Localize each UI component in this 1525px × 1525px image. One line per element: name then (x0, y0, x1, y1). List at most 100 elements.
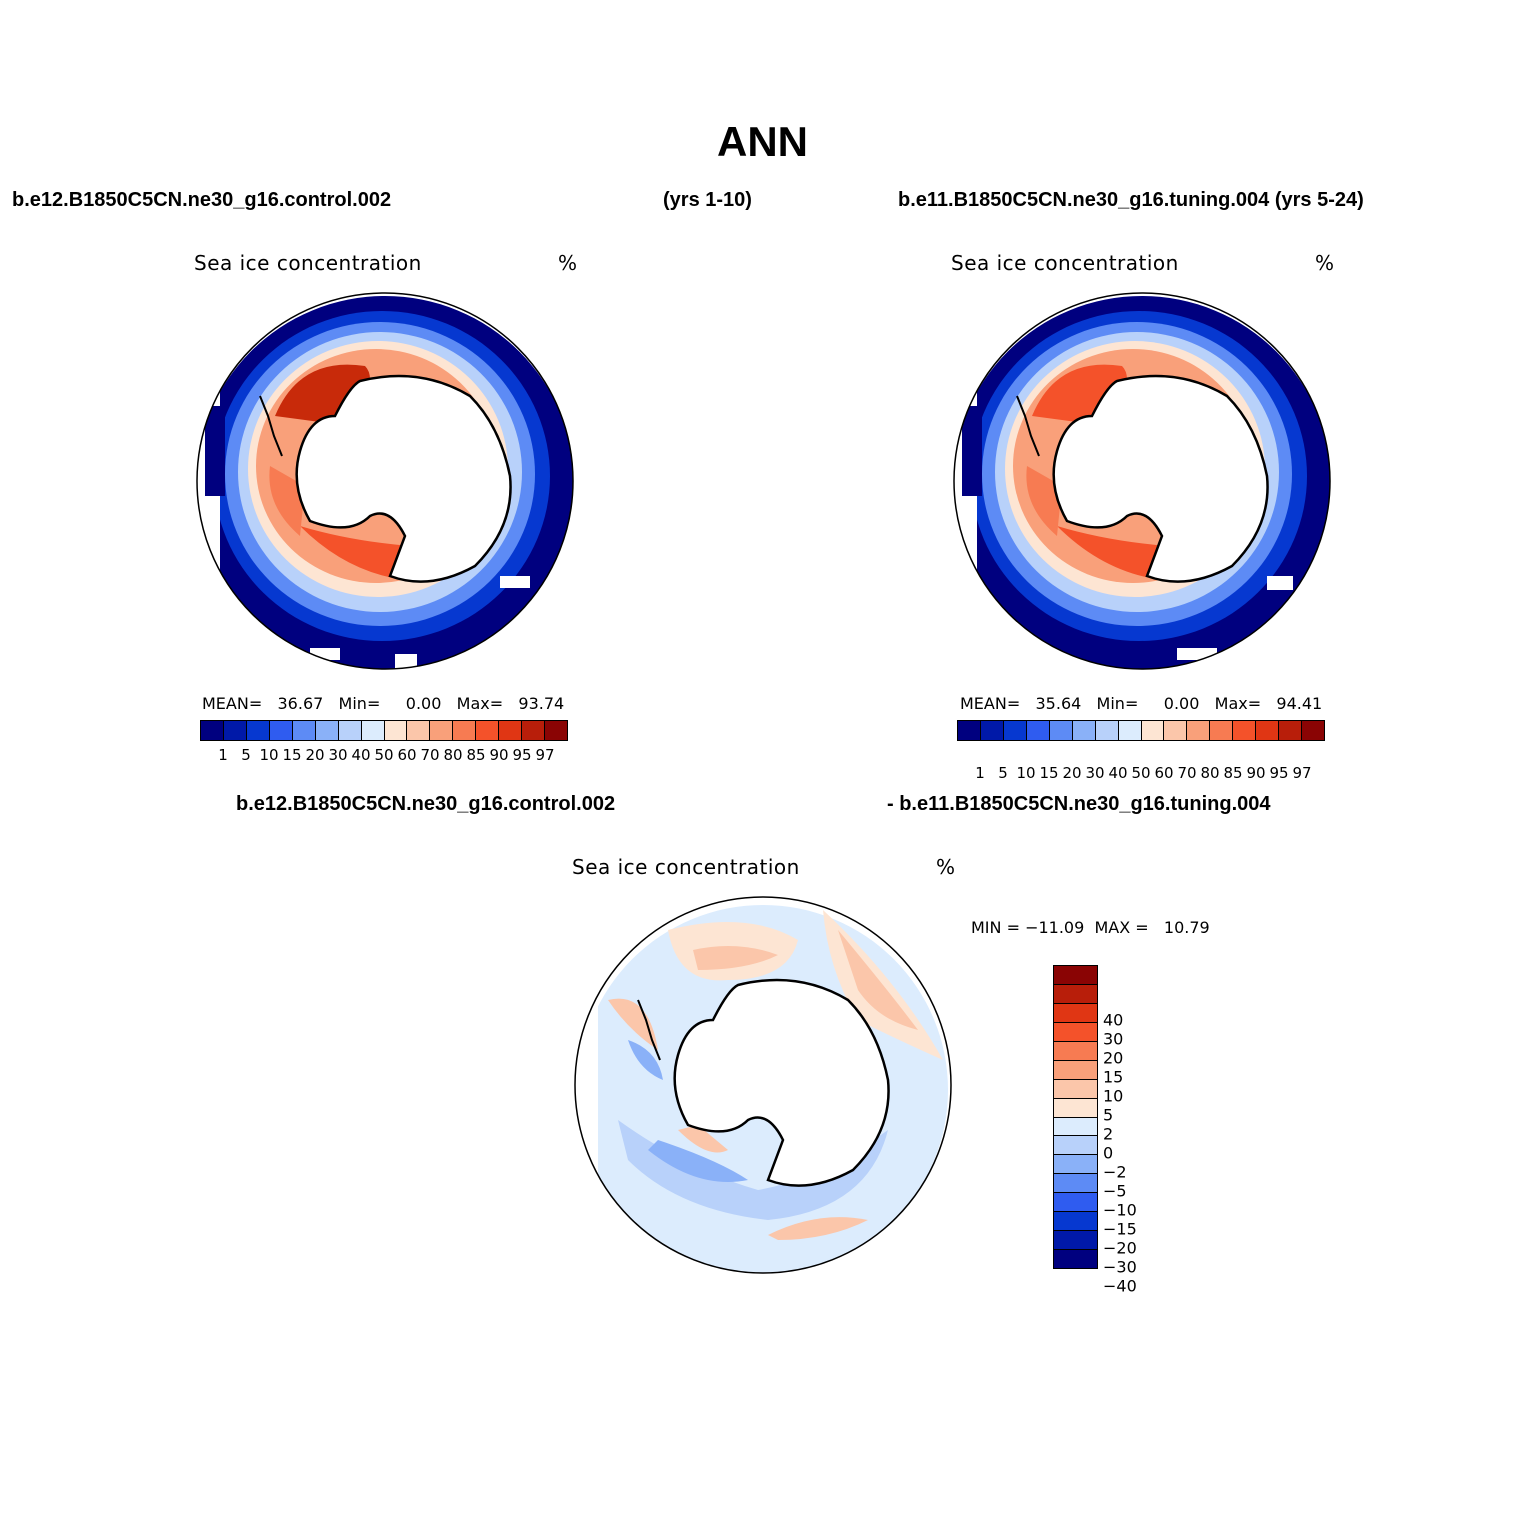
colorbar-swatch (958, 721, 981, 740)
colorbar-swatch (1279, 721, 1303, 740)
colorbar-swatch (1054, 1041, 1097, 1061)
colorbar-tick-label: 60 (397, 746, 417, 764)
colorbar-tick-label: 97 (535, 746, 555, 764)
colorbar-swatch (1054, 1098, 1097, 1118)
map-tuning (953, 292, 1331, 670)
map-difference (574, 896, 952, 1274)
colorbar-swatch (1054, 1193, 1097, 1213)
case-label-left: b.e12.B1850C5CN.ne30_g16.control.002 (12, 189, 392, 211)
colorbar-swatch (1003, 721, 1027, 740)
colorbar-swatch (476, 721, 500, 740)
colorbar-swatch (1141, 721, 1165, 740)
colorbar-swatch (1118, 721, 1142, 740)
colorbar-tick-label: 30 (328, 746, 348, 764)
colorbar-swatch (1210, 721, 1234, 740)
units-label-right: % (1315, 251, 1335, 275)
colorbar-swatch (384, 721, 408, 740)
colorbar-swatch (1095, 721, 1119, 740)
colorbar-tick-label: 80 (443, 746, 463, 764)
colorbar-swatch (1054, 1079, 1097, 1099)
colorbar-swatch (269, 721, 293, 740)
colorbar-right-labels: 1 5 10 15 20 30 40 50 60 70 80 85 90 95 97 (957, 764, 1325, 782)
colorbar-tick-label: 5 (1103, 1105, 1114, 1125)
colorbar-tick-label: 90 (1246, 764, 1266, 782)
colorbar-left (200, 720, 568, 741)
colorbar-swatch (545, 721, 567, 740)
colorbar-swatch (1054, 1003, 1097, 1023)
colorbar-swatch (1233, 721, 1257, 740)
colorbar-swatch (201, 721, 224, 740)
colorbar-swatch (1054, 1060, 1097, 1080)
stats-right: MEAN= 35.64 Min= 0.00 Max= 94.41 (960, 694, 1323, 713)
colorbar-tick-label: 40 (1108, 764, 1128, 782)
diff-case-right: - b.e11.B1850C5CN.ne30_g16.tuning.004 (887, 793, 1271, 815)
colorbar-tick-label: −30 (1103, 1257, 1137, 1277)
colorbar-tick-label: 20 (1062, 764, 1082, 782)
units-label-left: % (558, 251, 578, 275)
years-label-left: (yrs 1-10) (663, 189, 752, 211)
colorbar-tick-label: 20 (1103, 1048, 1124, 1068)
colorbar-tick-label: 0 (1103, 1143, 1114, 1163)
colorbar-tick-label: 10 (1103, 1086, 1124, 1106)
stats-left: MEAN= 36.67 Min= 0.00 Max= 93.74 (202, 694, 565, 713)
colorbar-tick-label: 10 (259, 746, 279, 764)
colorbar-swatch (453, 721, 477, 740)
page-title: ANN (717, 118, 808, 165)
diff-case-left: b.e12.B1850C5CN.ne30_g16.control.002 (236, 793, 616, 815)
colorbar-swatch (1049, 721, 1073, 740)
colorbar-right (957, 720, 1325, 741)
colorbar-swatch (1026, 721, 1050, 740)
colorbar-tick-label: −40 (1103, 1276, 1137, 1296)
colorbar-swatch (1054, 1136, 1097, 1156)
variable-label-diff: Sea ice concentration (572, 855, 800, 879)
colorbar-swatch (1164, 721, 1188, 740)
variable-label-left: Sea ice concentration (194, 251, 422, 275)
colorbar-tick-label: 80 (1200, 764, 1220, 782)
colorbar-tick-label: −5 (1103, 1181, 1127, 1201)
colorbar-swatch (1054, 1117, 1097, 1137)
stats-diff: MIN = −11.09 MAX = 10.79 (971, 918, 1210, 937)
colorbar-tick-label: 50 (1131, 764, 1151, 782)
colorbar-tick-label: −10 (1103, 1200, 1137, 1220)
case-label-right: b.e11.B1850C5CN.ne30_g16.tuning.004 (yrs… (898, 189, 1364, 211)
variable-label-right: Sea ice concentration (951, 251, 1179, 275)
colorbar-difference (1053, 965, 1098, 1269)
colorbar-swatch (1256, 721, 1280, 740)
colorbar-swatch (1187, 721, 1211, 740)
colorbar-swatch (1054, 1022, 1097, 1042)
colorbar-tick-label: 85 (1223, 764, 1243, 782)
colorbar-tick-label: 40 (1103, 1010, 1124, 1030)
colorbar-swatch (246, 721, 270, 740)
colorbar-swatch (1072, 721, 1096, 740)
colorbar-tick-label: −15 (1103, 1219, 1137, 1239)
colorbar-swatch (1054, 1250, 1097, 1268)
colorbar-tick-label: 1 (218, 746, 228, 764)
units-label-diff: % (936, 855, 956, 879)
colorbar-tick-label: 30 (1085, 764, 1105, 782)
map-control (196, 292, 574, 670)
colorbar-tick-label: 60 (1154, 764, 1174, 782)
colorbar-tick-label: 95 (512, 746, 532, 764)
colorbar-tick-label: 15 (1103, 1067, 1124, 1087)
colorbar-difference-labels: 40 30 20 15 10 5 2 0 −2 −5 −10 −15 −20 −30 −40 (1103, 1001, 1163, 1303)
colorbar-swatch (1054, 966, 1097, 985)
colorbar-tick-label: 95 (1269, 764, 1289, 782)
colorbar-swatch (1054, 1155, 1097, 1175)
colorbar-tick-label: 10 (1016, 764, 1036, 782)
colorbar-swatch (522, 721, 546, 740)
colorbar-swatch (1054, 1212, 1097, 1232)
colorbar-swatch (292, 721, 316, 740)
colorbar-swatch (361, 721, 385, 740)
colorbar-swatch (315, 721, 339, 740)
colorbar-tick-label: 40 (351, 746, 371, 764)
colorbar-swatch (223, 721, 247, 740)
colorbar-tick-label: −2 (1103, 1162, 1127, 1182)
colorbar-tick-label: 70 (1177, 764, 1197, 782)
colorbar-swatch (1054, 984, 1097, 1004)
colorbar-tick-label: 2 (1103, 1124, 1114, 1144)
colorbar-tick-label: 70 (420, 746, 440, 764)
colorbar-tick-label: 90 (489, 746, 509, 764)
colorbar-tick-label: 1 (975, 764, 985, 782)
colorbar-swatch (407, 721, 431, 740)
colorbar-swatch (499, 721, 523, 740)
